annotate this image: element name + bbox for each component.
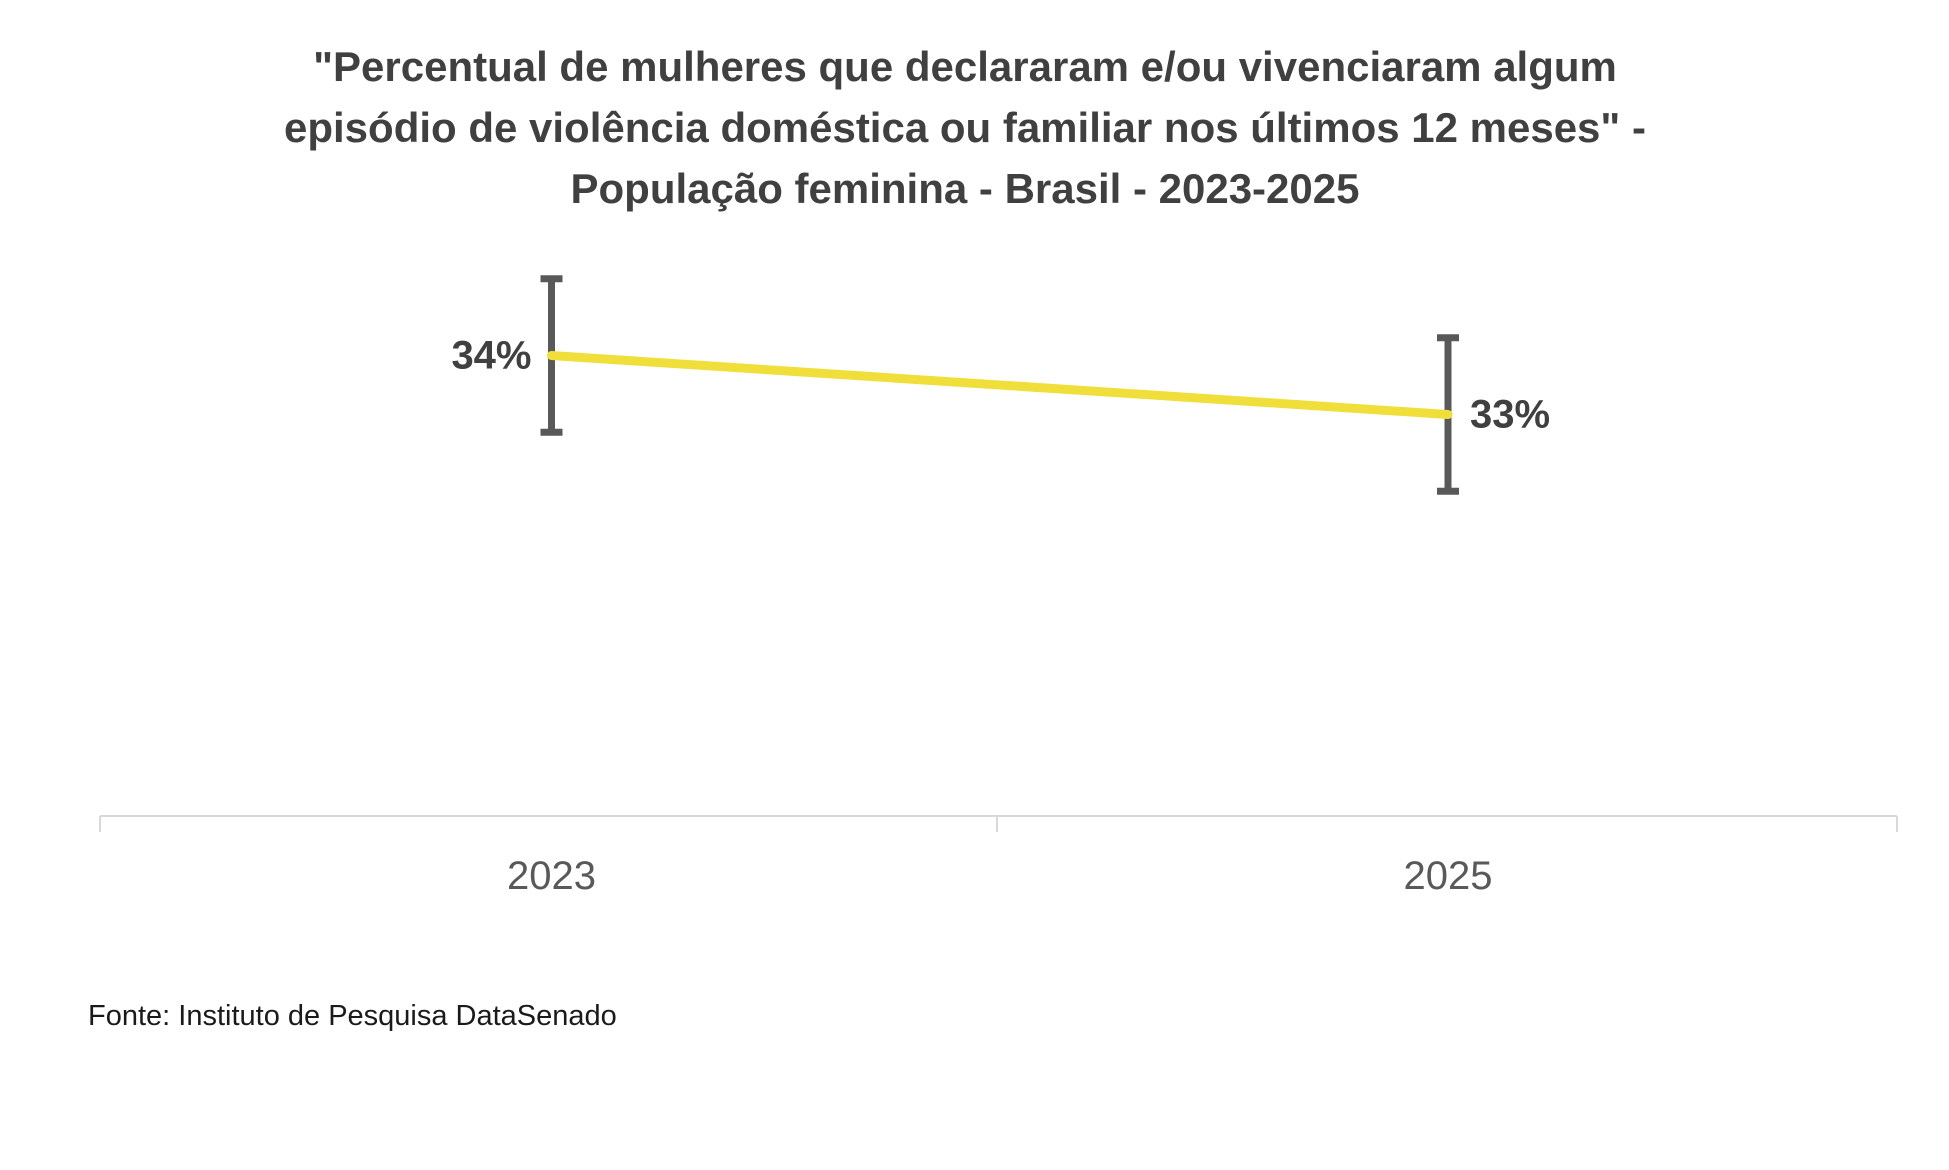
data-label-2023: 34% — [451, 333, 532, 377]
x-axis-label-2023: 2023 — [507, 854, 596, 898]
data-label-2025: 33% — [1470, 392, 1551, 436]
source-note: Fonte: Instituto de Pesquisa DataSenado — [88, 1000, 617, 1032]
chart-title: "Percentual de mulheres que declararam e… — [284, 43, 1646, 212]
x-axis-label-2025: 2025 — [1403, 854, 1493, 898]
trend-line — [547, 351, 1453, 419]
